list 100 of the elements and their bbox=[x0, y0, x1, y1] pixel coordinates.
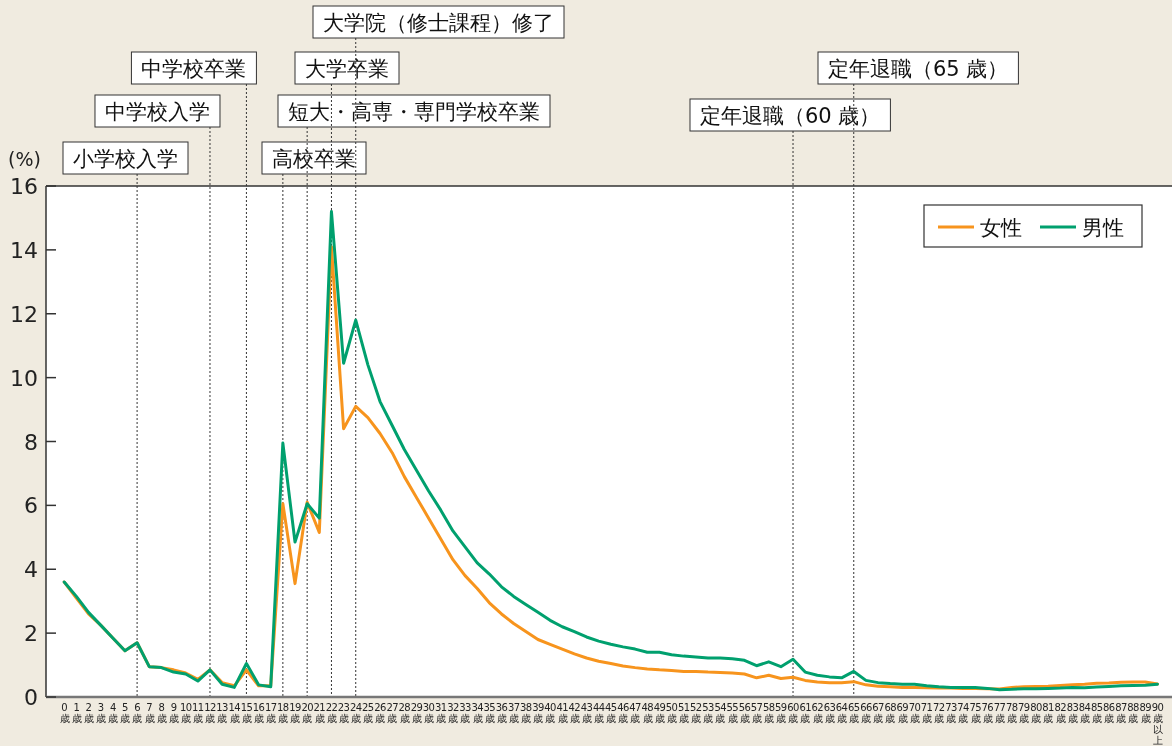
x-tick-label: 82歳 bbox=[1053, 702, 1067, 724]
x-tick-label: 9歳 bbox=[167, 702, 180, 724]
x-tick-label: 27歳 bbox=[385, 702, 399, 724]
y-tick-label: 2 bbox=[24, 621, 38, 647]
y-tick-label: 0 bbox=[24, 685, 38, 710]
x-tick-label: 40歳 bbox=[543, 702, 556, 724]
y-axis-title: (%) bbox=[8, 148, 41, 170]
x-tick-label: 41歳 bbox=[555, 702, 569, 724]
x-tick-label: 67歳 bbox=[871, 702, 884, 724]
x-tick-label: 33歳 bbox=[458, 702, 471, 724]
x-tick-label: 75歳 bbox=[968, 702, 982, 724]
ref-line-label: 中学校卒業 bbox=[141, 57, 247, 81]
ref-line-label: 大学卒業 bbox=[305, 57, 389, 81]
x-tick-label: 38歳 bbox=[519, 702, 532, 724]
x-tick-label: 76歳 bbox=[981, 702, 994, 724]
x-tick-label: 69歳 bbox=[896, 702, 909, 724]
x-tick-label: 60歳 bbox=[786, 702, 799, 724]
x-tick-label: 52歳 bbox=[689, 702, 703, 724]
x-tick-label: 90歳以上 bbox=[1151, 702, 1164, 746]
x-tick-label: 24歳 bbox=[349, 702, 362, 724]
x-tick-label: 43歳 bbox=[580, 702, 593, 724]
ref-line-label: 短大・高専・専門学校卒業 bbox=[288, 100, 540, 124]
x-tick-label: 71歳 bbox=[920, 702, 933, 724]
x-tick-label: 83歳 bbox=[1066, 702, 1079, 724]
x-tick-label: 58歳 bbox=[762, 702, 775, 724]
x-tick-label: 16歳 bbox=[252, 702, 265, 724]
x-tick-label: 30歳 bbox=[422, 702, 436, 724]
x-tick-label: 23歳 bbox=[337, 702, 350, 724]
y-tick-label: 6 bbox=[24, 493, 38, 519]
x-tick-label: 53歳 bbox=[701, 702, 714, 724]
x-tick-label: 88歳 bbox=[1126, 702, 1140, 724]
x-tick-label: 3歳 bbox=[94, 702, 107, 724]
y-tick-label: 10 bbox=[10, 365, 38, 391]
x-tick-label: 0歳 bbox=[58, 702, 71, 724]
x-tick-label: 73歳 bbox=[944, 702, 957, 724]
x-tick-label: 34歳 bbox=[470, 702, 484, 724]
x-tick-label: 63歳 bbox=[823, 702, 836, 724]
y-tick-label: 16 bbox=[10, 174, 38, 199]
x-tick-label: 66歳 bbox=[859, 702, 872, 724]
x-tick-label: 37歳 bbox=[507, 702, 520, 724]
x-tick-label: 87歳 bbox=[1114, 702, 1127, 724]
x-tick-label: 86歳 bbox=[1102, 702, 1115, 724]
x-tick-label: 12歳 bbox=[203, 702, 216, 724]
x-tick-label: 22歳 bbox=[325, 702, 338, 724]
y-tick-label: 14 bbox=[10, 237, 38, 263]
x-tick-label: 50歳 bbox=[665, 702, 678, 724]
ref-line-label: 定年退職（65 歳） bbox=[828, 57, 1009, 81]
x-tick-label: 17歳 bbox=[264, 702, 277, 724]
x-tick-label: 21歳 bbox=[313, 702, 326, 724]
x-tick-label: 59歳 bbox=[774, 702, 787, 724]
x-tick-label: 78歳 bbox=[1005, 702, 1018, 724]
legend-label: 女性 bbox=[980, 216, 1022, 240]
x-tick-label: 64歳 bbox=[835, 702, 848, 724]
x-tick-label: 31歳 bbox=[434, 702, 447, 724]
x-tick-label: 25歳 bbox=[361, 702, 374, 724]
y-tick-label: 4 bbox=[24, 557, 38, 583]
x-tick-label: 65歳 bbox=[847, 702, 860, 724]
x-tick-label: 62歳 bbox=[811, 702, 824, 724]
y-tick-label: 12 bbox=[10, 301, 38, 327]
x-tick-label: 42歳 bbox=[568, 702, 581, 724]
x-tick-label: 81歳 bbox=[1041, 702, 1054, 724]
x-tick-label: 55歳 bbox=[726, 702, 739, 724]
x-tick-label: 4歳 bbox=[107, 702, 119, 724]
x-tick-label: 35歳 bbox=[483, 702, 496, 724]
x-tick-label: 56歳 bbox=[738, 702, 751, 724]
x-tick-label: 26歳 bbox=[373, 702, 386, 724]
x-tick-label: 19歳 bbox=[288, 702, 301, 724]
x-tick-label: 89歳 bbox=[1139, 702, 1152, 724]
x-tick-label: 36歳 bbox=[495, 702, 508, 724]
x-tick-label: 68歳 bbox=[883, 702, 897, 724]
x-tick-label: 14歳 bbox=[228, 702, 241, 724]
x-tick-label: 72歳 bbox=[932, 702, 946, 724]
ref-line-label: 小学校入学 bbox=[73, 147, 178, 171]
x-tick-label: 32歳 bbox=[446, 702, 459, 724]
ref-line-label: 大学院（修士課程）修了 bbox=[323, 11, 554, 35]
x-tick-label: 85歳 bbox=[1090, 702, 1103, 724]
x-tick-label: 13歳 bbox=[215, 702, 229, 724]
x-tick-label: 80歳 bbox=[1029, 702, 1042, 724]
x-tick-label: 6歳 bbox=[131, 702, 143, 724]
x-tick-label: 48歳 bbox=[640, 702, 654, 724]
x-tick-label: 45歳 bbox=[604, 702, 618, 724]
x-tick-label: 77歳 bbox=[993, 702, 1006, 724]
x-tick-label: 54歳 bbox=[713, 702, 727, 724]
ref-line-label: 高校卒業 bbox=[272, 147, 356, 171]
x-tick-label: 8歳 bbox=[155, 702, 168, 724]
x-tick-label: 49歳 bbox=[653, 702, 666, 724]
x-tick-label: 74歳 bbox=[956, 702, 969, 724]
x-tick-label: 84歳 bbox=[1078, 702, 1091, 724]
x-tick-label: 11歳 bbox=[191, 702, 204, 724]
x-tick-label: 18歳 bbox=[276, 702, 289, 724]
x-tick-label: 2歳 bbox=[82, 702, 95, 724]
legend-label: 男性 bbox=[1082, 216, 1124, 240]
x-tick-label: 28歳 bbox=[398, 702, 411, 724]
ref-line-label: 定年退職（60 歳） bbox=[700, 104, 881, 128]
x-tick-label: 20歳 bbox=[300, 702, 314, 724]
x-tick-label: 47歳 bbox=[628, 702, 641, 724]
x-tick-label: 57歳 bbox=[750, 702, 763, 724]
x-tick-label: 5歳 bbox=[119, 702, 131, 724]
x-tick-label: 39歳 bbox=[531, 702, 545, 724]
y-tick-label: 8 bbox=[24, 429, 38, 455]
